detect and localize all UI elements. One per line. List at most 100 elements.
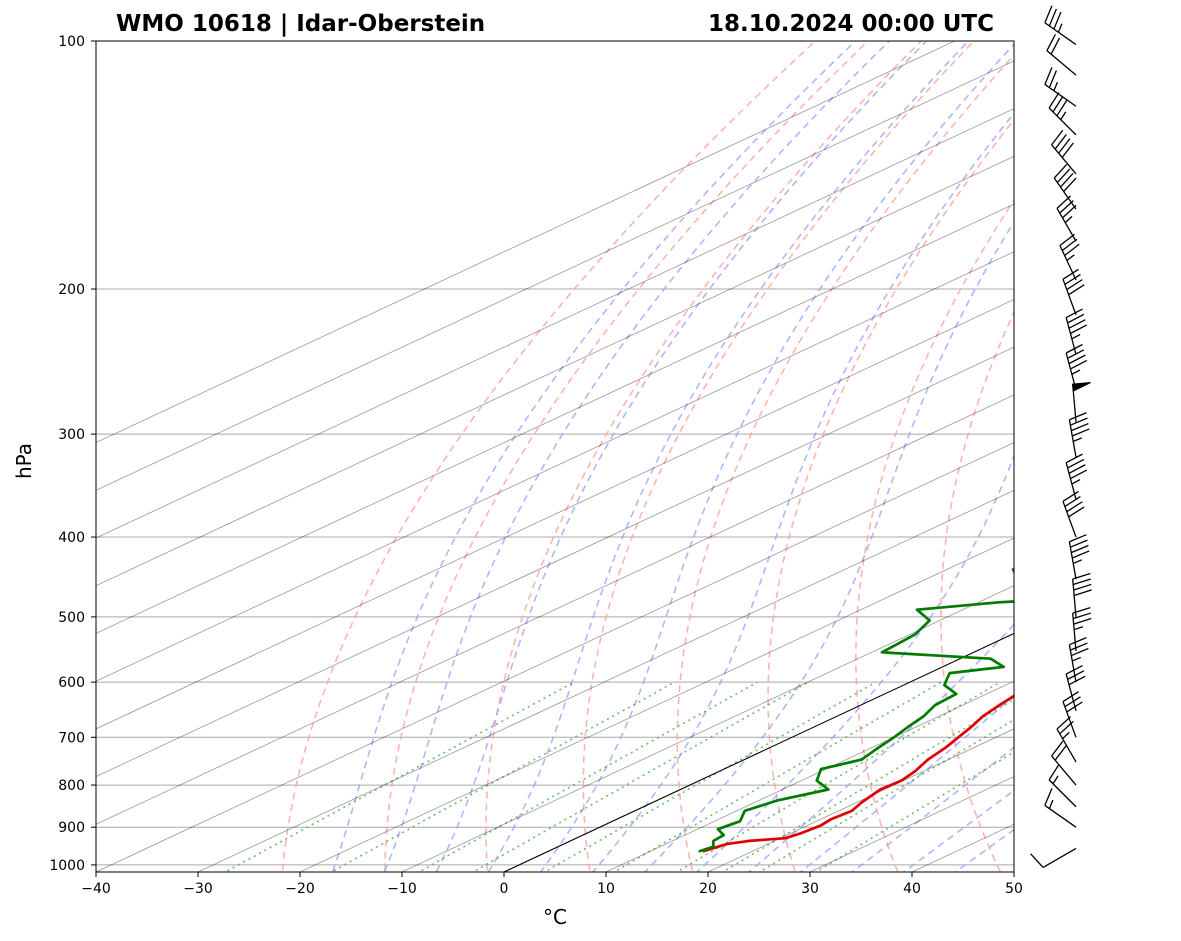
barb-full-feather [1071, 422, 1089, 432]
y-tick-label: 1000 [49, 858, 85, 874]
wind-barb [1065, 453, 1088, 500]
moist-adiabats [331, 41, 1014, 872]
wind-barb [1068, 534, 1090, 580]
y-tick-label: 700 [58, 730, 85, 746]
dewpoint-profile-line [698, 567, 1014, 853]
barb-full-feather [1048, 763, 1060, 781]
barb-full-feather [1054, 745, 1067, 761]
barb-staff [1059, 245, 1077, 281]
barb-half-feather [1053, 81, 1059, 92]
mixing-ratio-line [721, 698, 1014, 872]
barb-full-feather [1059, 233, 1075, 247]
wind-barb [1053, 164, 1077, 210]
barb-full-feather [1073, 617, 1092, 625]
barb-full-feather [1060, 173, 1074, 188]
barb-full-feather [1068, 464, 1086, 474]
x-tick-label: 0 [500, 881, 509, 897]
barb-staff [1072, 613, 1077, 652]
barb-staff [1056, 728, 1077, 763]
isotherm [96, 394, 1014, 825]
barb-staff [1062, 501, 1077, 538]
barb-full-feather [1068, 506, 1085, 518]
barb-full-feather [1069, 412, 1087, 421]
barb-full-feather [1072, 578, 1091, 586]
barb-staff [1048, 107, 1077, 136]
wind-barb [1068, 412, 1090, 458]
barb-full-feather [1050, 37, 1061, 55]
barb-half-feather [1073, 626, 1084, 631]
barb-full-feather [1072, 428, 1090, 437]
moist-adiabat [383, 41, 890, 872]
moist-adiabat [331, 41, 857, 872]
wind-barb [1044, 5, 1077, 46]
dry-adiabat [582, 41, 975, 872]
wind-barb [1044, 67, 1077, 107]
wind-barb [1065, 308, 1088, 355]
moist-adiabat [850, 746, 1014, 872]
x-tick-label: 50 [1005, 881, 1023, 897]
barb-half-feather [1072, 559, 1082, 565]
barb-full-feather [1064, 696, 1081, 708]
isotherm [96, 108, 1014, 539]
barb-staff [1062, 701, 1077, 738]
barb-full-feather [1054, 134, 1067, 150]
barb-full-feather [1070, 417, 1088, 426]
moist-adiabat [591, 111, 1014, 872]
barb-full-feather [1068, 284, 1085, 296]
x-axis-ticks: −40 −30 −20 −10 0 10 20 30 40 50 [81, 872, 1023, 897]
x-tick-label: −30 [183, 881, 213, 897]
chart-title: WMO 10618 | Idar-Oberstein [116, 11, 485, 37]
temperature-profile-line [702, 694, 1014, 853]
x-tick-label: −20 [285, 881, 315, 897]
wind-barb [1072, 572, 1092, 617]
barb-full-feather [1056, 99, 1068, 117]
wind-barb [1048, 92, 1077, 136]
dry-adiabat [767, 118, 1014, 872]
barb-full-feather [1073, 583, 1092, 591]
barb-full-feather [1073, 589, 1092, 597]
barb-staff [1065, 352, 1077, 390]
barb-staff [1068, 541, 1077, 580]
barb-half-feather [1071, 479, 1081, 485]
barb-full-feather [1053, 11, 1062, 30]
barb-full-feather [1062, 490, 1079, 502]
wind-barb [1059, 233, 1080, 281]
isotherm [299, 537, 1014, 872]
barb-staff [1048, 779, 1077, 808]
moist-adiabat [539, 43, 1014, 872]
mixing-ratio-line [675, 681, 1001, 872]
barb-half-feather [1064, 215, 1073, 224]
dry-adiabat [1103, 41, 1181, 882]
wind-barb [1056, 195, 1077, 242]
barb-half-feather [1072, 437, 1082, 443]
barb-full-feather [1056, 168, 1071, 183]
moist-adiabat [487, 41, 970, 872]
barb-full-feather [1046, 34, 1056, 51]
barb-half-feather [1071, 333, 1081, 340]
barb-full-feather [1030, 853, 1044, 868]
barb-full-feather [1052, 95, 1064, 113]
y-tick-label: 900 [58, 820, 85, 836]
barb-full-feather [1051, 740, 1064, 757]
isotherm [401, 585, 1014, 872]
barb-half-feather [1072, 656, 1082, 662]
wind-barb [1044, 788, 1077, 828]
y-tick-label: 400 [58, 530, 85, 546]
wind-barb [1056, 716, 1077, 763]
barb-staff [1062, 278, 1077, 316]
barb-staff [1044, 83, 1077, 107]
moist-adiabat [643, 220, 1014, 872]
wind-barb [1048, 763, 1077, 808]
barb-half-feather [1071, 369, 1081, 375]
wind-barb [1062, 490, 1085, 538]
barb-full-feather [1071, 647, 1089, 657]
barb-full-feather [1048, 70, 1058, 88]
barb-full-feather [1063, 177, 1077, 193]
wind-barb [1046, 34, 1077, 76]
barb-full-feather [1065, 308, 1083, 319]
barb-staff [1056, 208, 1077, 242]
barb-staff [1044, 804, 1077, 828]
x-tick-label: 40 [903, 881, 921, 897]
barb-full-feather [1066, 501, 1083, 513]
zero-isotherm [503, 632, 1014, 872]
